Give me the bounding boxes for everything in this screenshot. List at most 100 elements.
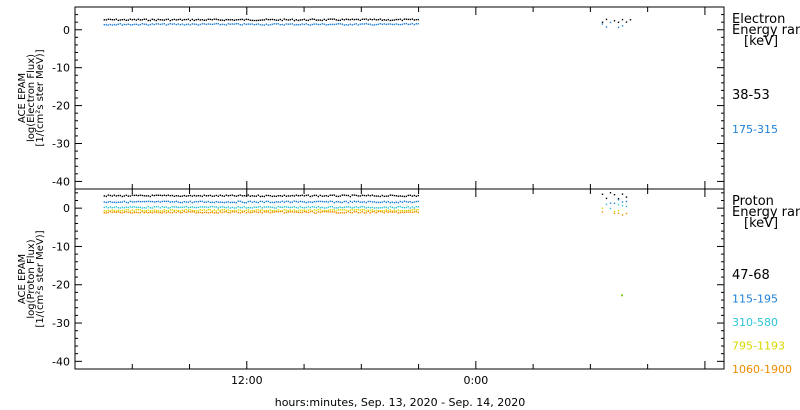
data-point bbox=[361, 209, 363, 211]
data-point bbox=[133, 23, 135, 26]
data-point bbox=[253, 206, 255, 208]
data-point bbox=[347, 210, 349, 213]
data-point bbox=[359, 206, 361, 208]
data-point bbox=[183, 209, 185, 211]
data-point bbox=[201, 209, 203, 211]
data-point bbox=[269, 212, 271, 214]
data-point bbox=[193, 201, 195, 203]
data-point bbox=[363, 23, 365, 25]
data-point bbox=[169, 209, 171, 211]
data-point bbox=[135, 23, 137, 25]
data-point bbox=[341, 194, 343, 196]
data-point bbox=[355, 209, 357, 211]
data-point bbox=[305, 23, 307, 25]
data-point bbox=[259, 206, 261, 208]
data-point bbox=[163, 211, 165, 213]
data-point bbox=[411, 201, 413, 204]
data-point bbox=[185, 205, 187, 208]
data-point bbox=[177, 18, 179, 21]
data-point bbox=[243, 195, 245, 197]
data-point bbox=[173, 211, 175, 213]
data-point bbox=[205, 201, 207, 203]
data-point bbox=[237, 211, 239, 214]
data-point bbox=[345, 211, 347, 214]
y-axis-title-line: [1/(cm²s ster MeV)] bbox=[35, 230, 46, 327]
data-point bbox=[189, 200, 191, 203]
data-point bbox=[295, 211, 297, 213]
data-point bbox=[417, 209, 419, 211]
legend-title-line: Electron bbox=[732, 12, 785, 27]
data-point bbox=[341, 209, 343, 211]
data-point bbox=[387, 195, 389, 197]
data-point bbox=[157, 18, 159, 21]
data-point bbox=[163, 194, 165, 196]
data-point bbox=[225, 194, 227, 196]
data-point bbox=[331, 209, 333, 211]
data-point bbox=[601, 23, 604, 25]
data-point bbox=[205, 206, 207, 208]
data-point bbox=[299, 206, 301, 208]
data-point bbox=[299, 194, 301, 197]
data-point bbox=[203, 201, 205, 203]
data-point bbox=[375, 207, 377, 209]
data-point bbox=[167, 200, 169, 202]
data-point bbox=[237, 206, 239, 208]
data-point bbox=[199, 19, 201, 21]
data-point bbox=[383, 19, 385, 21]
data-point bbox=[369, 23, 371, 25]
data-point bbox=[239, 209, 241, 212]
data-point bbox=[205, 209, 207, 212]
data-point bbox=[289, 195, 291, 197]
data-point bbox=[235, 195, 237, 197]
data-point bbox=[243, 210, 245, 213]
data-point bbox=[359, 23, 361, 25]
data-point bbox=[227, 195, 229, 197]
data-point bbox=[381, 210, 383, 212]
data-point bbox=[405, 210, 407, 212]
data-point bbox=[257, 201, 259, 204]
data-point bbox=[145, 210, 147, 212]
data-point bbox=[387, 18, 389, 21]
data-point bbox=[105, 201, 107, 204]
data-point bbox=[149, 211, 151, 214]
data-point bbox=[147, 24, 149, 26]
data-point bbox=[349, 19, 351, 21]
data-point bbox=[167, 23, 169, 26]
data-point bbox=[121, 209, 123, 212]
data-point bbox=[209, 23, 211, 25]
data-point bbox=[351, 207, 353, 209]
data-point bbox=[109, 210, 111, 213]
data-point bbox=[185, 211, 187, 214]
data-point bbox=[337, 23, 339, 25]
data-point bbox=[269, 201, 271, 204]
data-point bbox=[339, 201, 341, 203]
data-point bbox=[283, 194, 285, 196]
data-point bbox=[371, 19, 373, 21]
data-point bbox=[113, 206, 115, 209]
data-point bbox=[339, 23, 341, 25]
data-point bbox=[147, 205, 149, 208]
data-point bbox=[287, 210, 289, 212]
data-point bbox=[315, 19, 317, 21]
data-point bbox=[349, 23, 351, 25]
data-point bbox=[273, 19, 275, 21]
data-point bbox=[249, 200, 251, 202]
data-point bbox=[355, 18, 357, 21]
data-point bbox=[231, 201, 233, 203]
data-point bbox=[229, 23, 231, 25]
data-point bbox=[217, 201, 219, 203]
data-point bbox=[379, 23, 381, 25]
data-point bbox=[165, 212, 167, 214]
data-point bbox=[317, 206, 319, 208]
data-point bbox=[273, 211, 275, 213]
y-axis-title-line: ACE EPAM bbox=[17, 73, 28, 123]
data-point bbox=[275, 201, 277, 203]
data-point bbox=[175, 23, 177, 26]
data-point bbox=[229, 194, 231, 197]
data-point bbox=[197, 211, 199, 214]
data-point bbox=[345, 200, 347, 203]
data-point bbox=[135, 201, 137, 203]
data-point bbox=[399, 211, 401, 214]
data-point bbox=[305, 201, 307, 204]
data-point bbox=[245, 207, 247, 209]
